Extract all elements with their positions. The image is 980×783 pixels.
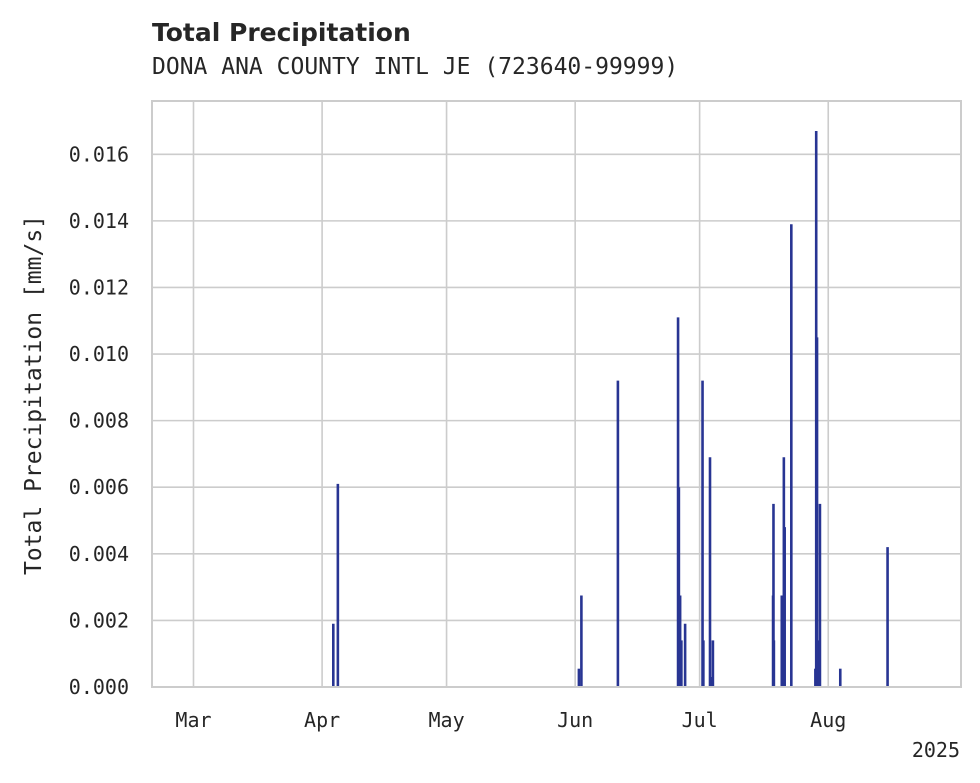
y-axis-ticks: 0.000 0.002 0.004 0.006 0.008 0.010 0.012 0.014… (69, 142, 129, 699)
y-tick-label: 0.016 (69, 142, 129, 166)
y-tick-label: 0.008 (69, 409, 129, 433)
x-tick-label: Aug (810, 708, 846, 732)
gridlines (152, 101, 961, 688)
x-tick-label: Mar (175, 708, 211, 732)
chart-subtitle: DONA ANA COUNTY INTL JE (723640-99999) (152, 54, 678, 80)
x-axis-ticks: Mar Apr May Jun Jul Aug (175, 708, 846, 732)
x-year-label: 2025 (912, 738, 960, 762)
plot-frame (151, 100, 962, 688)
y-axis-label: Total Precipitation [mm/s] (21, 215, 47, 575)
x-tick-label: Jun (557, 708, 593, 732)
y-tick-label: 0.000 (69, 675, 129, 699)
chart-title: Total Precipitation (152, 18, 411, 47)
x-tick-label: Apr (304, 708, 340, 732)
y-tick-label: 0.004 (69, 542, 129, 566)
x-tick-label: Jul (682, 708, 718, 732)
y-tick-label: 0.002 (69, 608, 129, 632)
y-tick-label: 0.006 (69, 475, 129, 499)
y-tick-label: 0.010 (69, 342, 129, 366)
x-tick-label: May (428, 708, 464, 732)
y-tick-label: 0.014 (69, 209, 129, 233)
precipitation-bars (331, 130, 889, 687)
y-tick-label: 0.012 (69, 275, 129, 299)
